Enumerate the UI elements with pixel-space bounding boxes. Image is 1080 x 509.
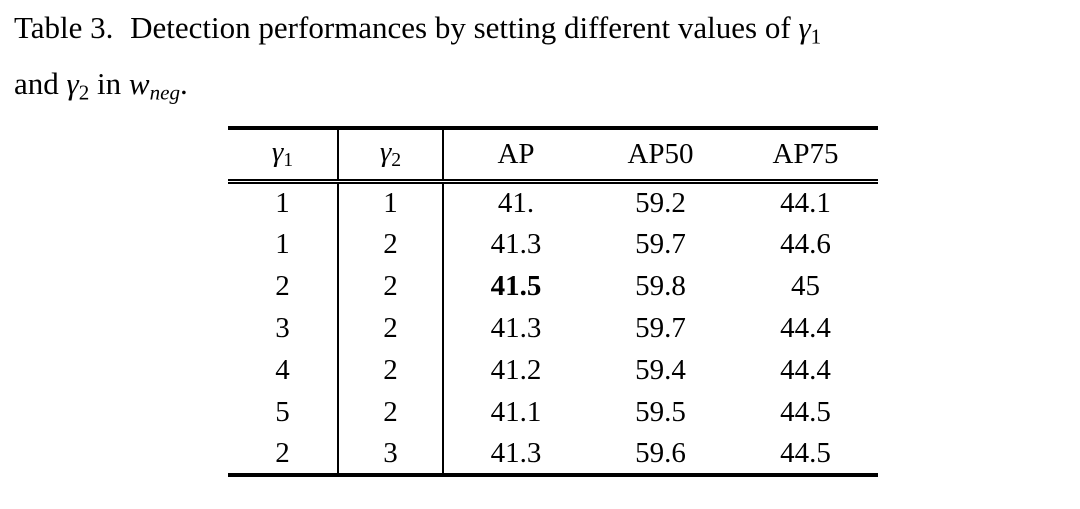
table-caption: Table 3. Detection performances by setti… (14, 4, 1070, 117)
cell-ap75: 44.6 (780, 227, 831, 260)
header-gamma2-symbol: γ (379, 136, 392, 169)
cell-ap75: 44.5 (780, 395, 831, 428)
header-gamma2: γ2 (338, 128, 444, 184)
gamma2-subscript: 2 (78, 80, 90, 105)
cell-gamma2: 2 (338, 391, 444, 433)
gamma1-symbol: γ (798, 10, 811, 45)
cell-gamma2: 2 (338, 349, 444, 391)
cell-gamma1: 2 (228, 433, 339, 475)
cell-ap: 41.3 (490, 311, 542, 344)
cell-ap: 41.1 (490, 395, 542, 428)
table-container: γ1 γ2 AP AP50 AP75 1 1 41. 59.2 44.1 1 2 (228, 126, 878, 477)
cell-ap75: 44.4 (780, 353, 831, 386)
header-gamma1-symbol: γ (271, 136, 284, 169)
cell-gamma2: 1 (338, 181, 444, 223)
cell-gamma1: 1 (228, 223, 339, 265)
caption-label: Table 3. (14, 10, 114, 45)
cell-gamma2: 3 (338, 433, 444, 475)
cell-ap: 41.3 (490, 436, 542, 469)
table-row: 1 2 41.3 59.7 44.6 (228, 223, 878, 265)
cell-gamma1: 1 (228, 181, 339, 223)
header-gamma1: γ1 (228, 128, 339, 184)
cell-gamma2: 2 (338, 307, 444, 349)
cell-gamma1: 3 (228, 307, 339, 349)
cell-ap: 41.2 (490, 353, 542, 386)
cell-ap50: 59.5 (635, 395, 686, 428)
header-ap50: AP50 (588, 128, 733, 184)
table-row: 5 2 41.1 59.5 44.5 (228, 391, 878, 433)
w-neg-subscript: neg (149, 80, 181, 105)
results-table: γ1 γ2 AP AP50 AP75 1 1 41. 59.2 44.1 1 2 (228, 126, 878, 477)
table-row: 1 1 41. 59.2 44.1 (228, 181, 878, 223)
table-body: 1 1 41. 59.2 44.1 1 2 41.3 59.7 44.6 2 2… (228, 181, 878, 475)
w-neg-symbol: w (128, 66, 150, 102)
cell-ap50: 59.2 (635, 186, 686, 219)
header-gamma1-subscript: 1 (283, 149, 294, 172)
cell-ap75: 44.4 (780, 311, 831, 344)
table-row: 2 2 41.5 59.8 45 (228, 265, 878, 307)
caption-text: Detection performances by setting differ… (130, 10, 791, 45)
cell-ap50: 59.6 (635, 436, 686, 469)
table-row: 2 3 41.3 59.6 44.5 (228, 433, 878, 475)
caption-in: in (97, 66, 122, 102)
header-ap75: AP75 (733, 128, 878, 184)
caption-line-1: Table 3. Detection performances by setti… (14, 4, 1070, 60)
cell-ap75: 44.5 (780, 436, 831, 469)
cell-gamma1: 4 (228, 349, 339, 391)
caption-and: and (14, 66, 59, 102)
cell-ap: 41. (497, 186, 535, 219)
cell-gamma2: 2 (338, 223, 444, 265)
header-row: γ1 γ2 AP AP50 AP75 (228, 128, 878, 184)
cell-gamma1: 5 (228, 391, 339, 433)
gamma2-symbol: γ (66, 66, 79, 102)
caption-line-2: and γ2 in wneg. (14, 60, 1070, 116)
table-row: 3 2 41.3 59.7 44.4 (228, 307, 878, 349)
gamma1-subscript: 1 (810, 24, 822, 49)
cell-ap75: 44.1 (780, 186, 831, 219)
cell-ap50: 59.7 (635, 227, 686, 260)
cell-ap75: 45 (791, 269, 820, 302)
cell-ap50: 59.4 (635, 353, 686, 386)
cell-ap50: 59.7 (635, 311, 686, 344)
cell-gamma1: 2 (228, 265, 339, 307)
table-header: γ1 γ2 AP AP50 AP75 (228, 128, 878, 184)
caption-period: . (180, 66, 188, 102)
cell-ap: 41.3 (490, 227, 542, 260)
header-ap: AP (443, 128, 588, 184)
table-row: 4 2 41.2 59.4 44.4 (228, 349, 878, 391)
cell-gamma2: 2 (338, 265, 444, 307)
cell-ap-best: 41.5 (490, 269, 542, 302)
header-gamma2-subscript: 2 (391, 149, 402, 172)
cell-ap50: 59.8 (635, 269, 686, 302)
